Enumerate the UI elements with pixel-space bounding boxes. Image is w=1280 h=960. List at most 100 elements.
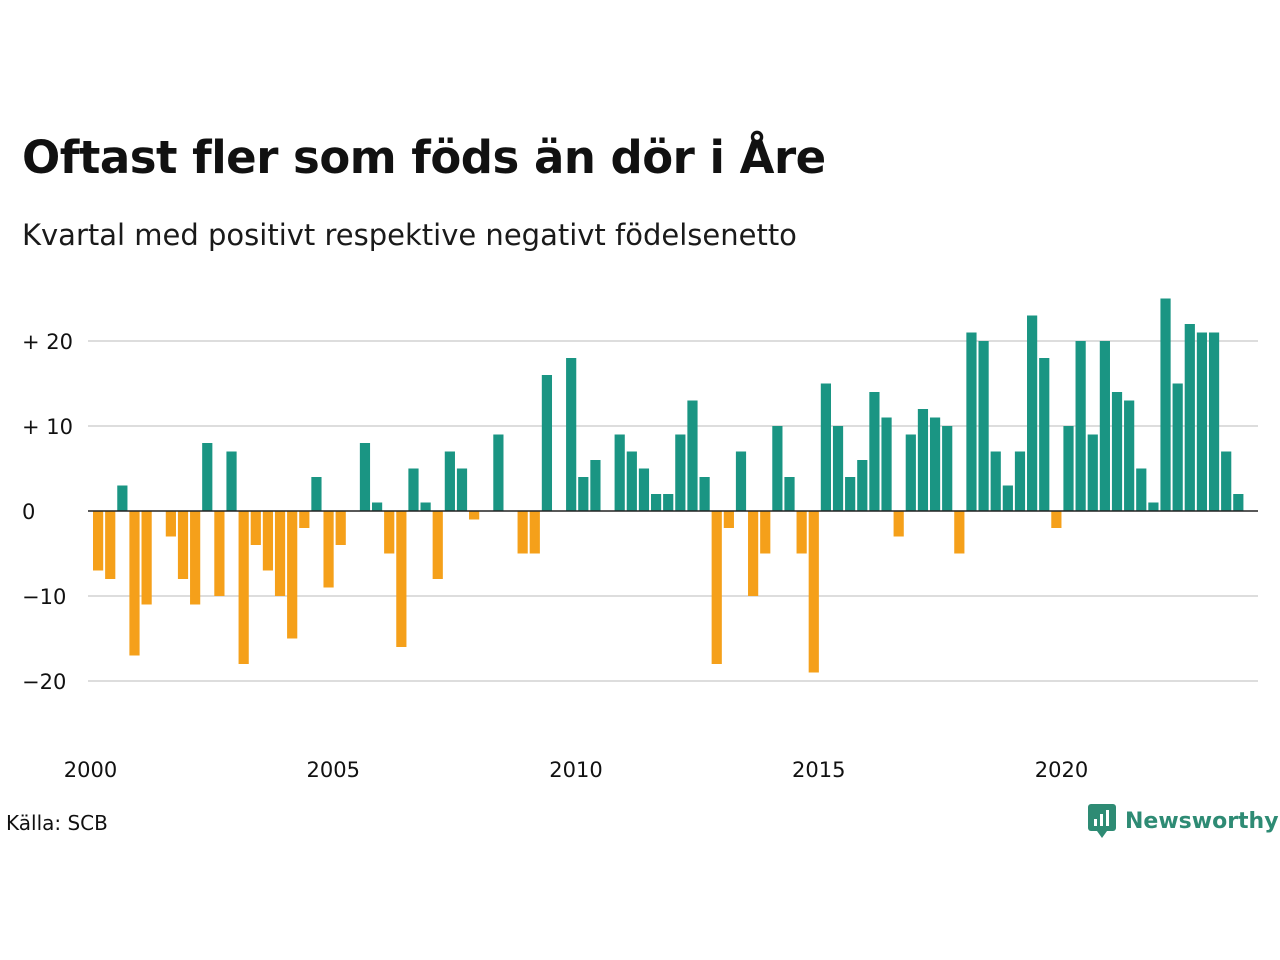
bars bbox=[93, 298, 1244, 673]
bar-2020-q3 bbox=[1075, 341, 1086, 511]
bar-2011-q1 bbox=[614, 434, 625, 511]
bar-2001-q1 bbox=[129, 511, 140, 656]
bar-chart: + 20 + 10 0 −10 −20 2000 2005 2010 2015 2020 bbox=[22, 298, 1258, 782]
bar-2015-q2 bbox=[820, 383, 831, 511]
x-axis-ticks: 2000 2005 2010 2015 2020 bbox=[64, 758, 1088, 782]
bar-2011-q3 bbox=[638, 468, 650, 511]
bar-2013-q1 bbox=[711, 511, 722, 664]
bar-2004-q3 bbox=[299, 511, 310, 528]
x-tick-label: 2015 bbox=[792, 758, 845, 782]
bar-2009-q2 bbox=[529, 511, 540, 554]
bar-2009-q1 bbox=[517, 511, 528, 554]
bar-2003-q4 bbox=[262, 511, 274, 571]
brand-logo: Newsworthy bbox=[1087, 803, 1279, 839]
bar-2011-q2 bbox=[626, 451, 637, 511]
y-axis-ticks: + 20 + 10 0 −10 −20 bbox=[22, 330, 73, 694]
bar-2021-q1 bbox=[1099, 341, 1110, 511]
bar-2007-q2 bbox=[432, 511, 443, 579]
bar-2013-q3 bbox=[735, 451, 747, 511]
bar-2018-q2 bbox=[966, 332, 977, 511]
bar-2018-q4 bbox=[990, 451, 1001, 511]
grid-lines bbox=[88, 340, 1258, 682]
bar-2012-q2 bbox=[675, 434, 686, 511]
bar-2013-q2 bbox=[723, 511, 734, 528]
bar-2023-q4 bbox=[1233, 494, 1244, 511]
bar-2001-q4 bbox=[165, 511, 176, 537]
bar-2014-q3 bbox=[784, 477, 795, 511]
bar-2003-q2 bbox=[238, 511, 249, 664]
bar-2022-q2 bbox=[1160, 298, 1171, 511]
bar-2021-q3 bbox=[1124, 400, 1135, 511]
bar-2005-q1 bbox=[323, 511, 334, 588]
chart-title: Oftast fler som föds än dör i Åre bbox=[22, 131, 826, 184]
bar-2007-q4 bbox=[456, 468, 468, 511]
x-tick-label: 2005 bbox=[307, 758, 360, 782]
bar-2020-q2 bbox=[1063, 426, 1074, 511]
bar-2004-q4 bbox=[311, 477, 322, 511]
bar-2002-q2 bbox=[190, 511, 201, 605]
bar-2015-q4 bbox=[845, 477, 856, 511]
x-tick-label: 2010 bbox=[549, 758, 602, 782]
bar-2023-q2 bbox=[1208, 332, 1220, 511]
bar-2004-q1 bbox=[274, 511, 286, 596]
bar-2003-q3 bbox=[250, 511, 261, 545]
bar-2001-q2 bbox=[141, 511, 152, 605]
bar-2019-q1 bbox=[1002, 485, 1013, 511]
bar-2012-q3 bbox=[687, 400, 698, 511]
y-tick-label: + 10 bbox=[22, 415, 73, 439]
bar-2019-q4 bbox=[1039, 358, 1050, 511]
bar-2023-q3 bbox=[1221, 451, 1232, 511]
bar-2000-q4 bbox=[117, 485, 128, 511]
bar-2020-q4 bbox=[1087, 434, 1098, 511]
bar-2016-q3 bbox=[881, 417, 892, 511]
bar-2022-q1 bbox=[1148, 502, 1159, 511]
bar-2006-q4 bbox=[408, 468, 419, 511]
x-tick-label: 2000 bbox=[64, 758, 117, 782]
x-tick-label: 2020 bbox=[1035, 758, 1088, 782]
bar-2016-q2 bbox=[869, 392, 880, 511]
bar-2000-q2 bbox=[93, 511, 104, 571]
bar-2018-q3 bbox=[978, 341, 989, 511]
bar-2019-q3 bbox=[1027, 315, 1038, 511]
bar-2008-q3 bbox=[493, 434, 504, 511]
y-tick-label: 0 bbox=[22, 500, 35, 524]
bar-2006-q3 bbox=[396, 511, 407, 647]
y-tick-label: −20 bbox=[22, 670, 66, 694]
bar-2023-q1 bbox=[1196, 332, 1208, 511]
brand-name: Newsworthy bbox=[1125, 808, 1279, 834]
bar-2017-q2 bbox=[917, 409, 929, 511]
newsworthy-logo-icon bbox=[1088, 804, 1116, 838]
bar-2010-q2 bbox=[578, 477, 589, 511]
bar-2016-q4 bbox=[893, 511, 904, 537]
bar-2010-q1 bbox=[566, 358, 577, 511]
bar-2022-q4 bbox=[1184, 324, 1195, 511]
chart-subtitle: Kvartal med positivt respektive negativt… bbox=[22, 218, 797, 252]
bar-2002-q3 bbox=[202, 443, 213, 511]
bar-2021-q4 bbox=[1136, 468, 1147, 511]
bar-2021-q2 bbox=[1111, 392, 1123, 511]
bar-2019-q2 bbox=[1014, 451, 1026, 511]
bar-2014-q4 bbox=[796, 511, 807, 554]
bar-2010-q3 bbox=[590, 460, 601, 511]
bar-2007-q1 bbox=[420, 502, 431, 511]
bar-2012-q1 bbox=[663, 494, 674, 511]
bar-2017-q1 bbox=[905, 434, 916, 511]
bar-2005-q2 bbox=[335, 511, 346, 545]
bar-2008-q1 bbox=[469, 511, 480, 520]
bar-2013-q4 bbox=[748, 511, 759, 596]
bar-2020-q1 bbox=[1051, 511, 1062, 528]
bar-2005-q4 bbox=[359, 443, 371, 511]
bar-2011-q4 bbox=[650, 494, 662, 511]
bar-2006-q2 bbox=[384, 511, 395, 554]
bar-2006-q1 bbox=[371, 502, 383, 511]
source-note: Källa: SCB bbox=[6, 811, 108, 835]
bar-2012-q4 bbox=[699, 477, 710, 511]
bar-2018-q1 bbox=[954, 511, 965, 554]
bar-2003-q1 bbox=[226, 451, 237, 511]
bar-2014-q2 bbox=[772, 426, 783, 511]
y-tick-label: −10 bbox=[22, 585, 66, 609]
bar-2015-q3 bbox=[832, 426, 844, 511]
bar-2009-q3 bbox=[541, 375, 553, 511]
bar-2002-q1 bbox=[177, 511, 189, 579]
bar-2004-q2 bbox=[287, 511, 298, 639]
